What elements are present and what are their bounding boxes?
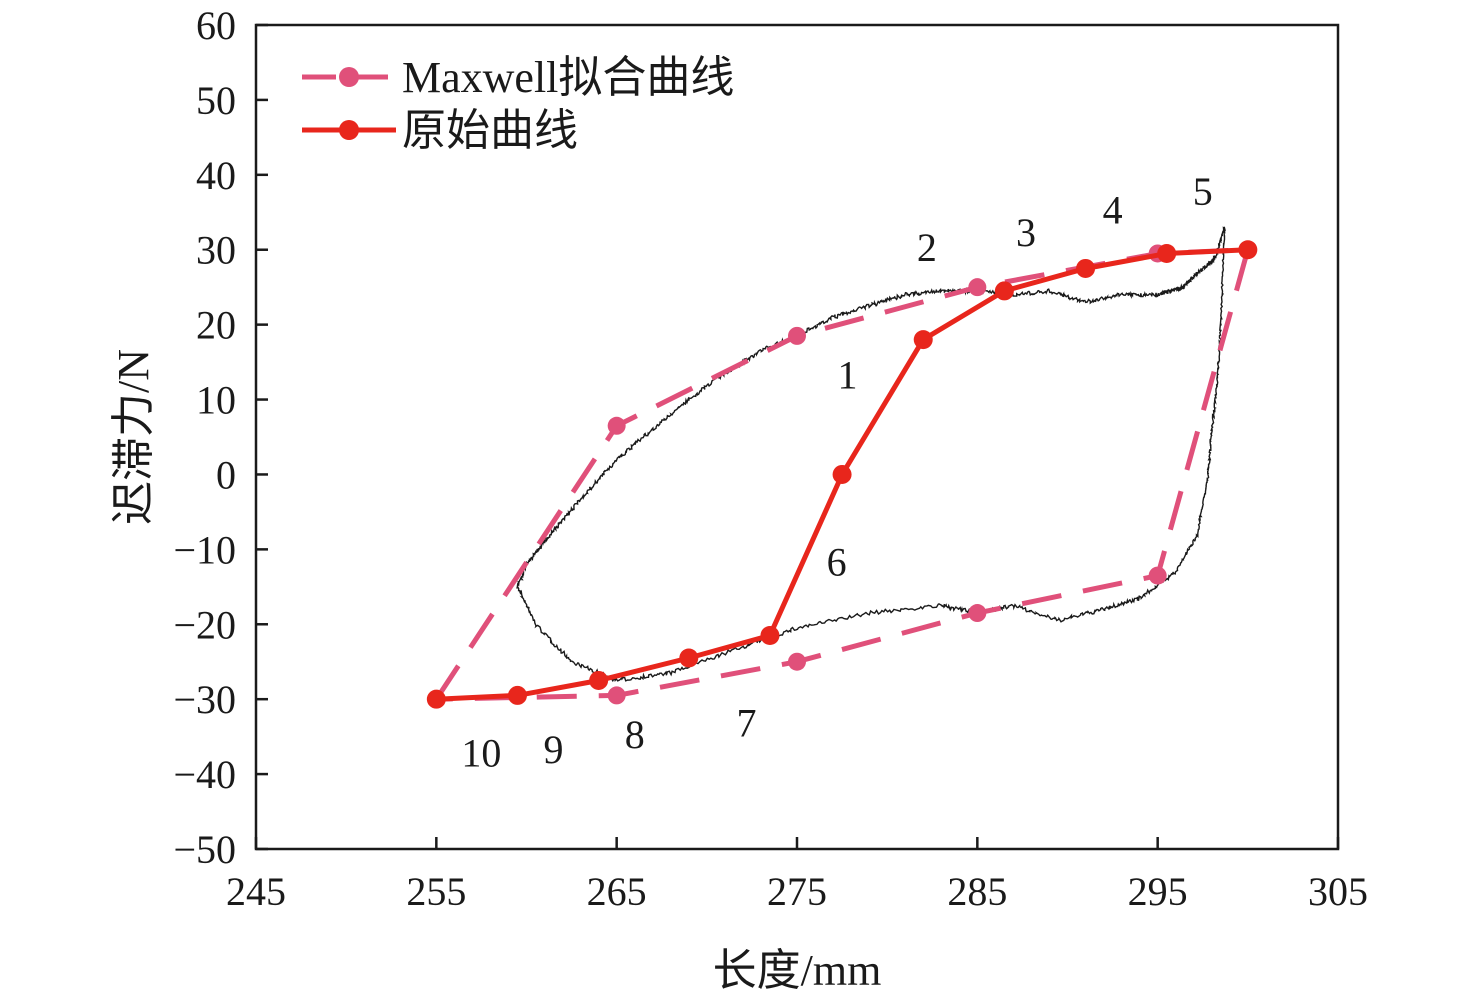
original-point [507,685,527,705]
point-number-label: 5 [1193,169,1213,214]
point-number-label: 3 [1016,210,1036,255]
x-tick-label: 255 [406,869,466,914]
axes: 245 255 265 275 285 295 305 −50−40−30−20−10010… [109,3,1368,995]
original-point [589,670,609,690]
point-number-label: 10 [461,731,501,776]
point-number-label: 1 [837,352,857,397]
maxwell-fit-line [434,247,1252,702]
y-tick-label: 30 [196,228,236,273]
legend-item-original: 原始曲线 [302,106,578,155]
maxwell-point [788,326,806,345]
y-tick-label: 20 [196,303,236,348]
maxwell-point [1148,566,1167,585]
y-tick-label: 40 [196,153,236,198]
point-number-label: 4 [1103,188,1123,233]
original-point [426,689,446,709]
series-layer [426,226,1258,709]
x-tick-label: 295 [1128,869,1188,914]
x-axis-title: 长度/mm [713,946,882,995]
point-number-label: 9 [544,727,564,772]
x-axis-ticks: 245 255 265 275 285 295 305 [226,837,1368,914]
y-tick-label: −30 [173,677,236,722]
original-point [994,281,1014,301]
y-tick-label: −50 [173,827,236,872]
point-number-label: 2 [917,225,937,270]
original-point [679,648,699,668]
original-point [1238,240,1258,260]
measured-loop-line [516,226,1227,683]
legend-item-maxwell: Maxwell拟合曲线 [302,53,734,102]
x-tick-label: 285 [947,869,1007,914]
point-number-label: 7 [737,701,757,746]
x-tick-label: 265 [587,869,647,914]
y-tick-label: 50 [196,78,236,123]
y-tick-label: −10 [173,527,236,572]
legend-label-maxwell: Maxwell拟合曲线 [402,53,734,102]
maxwell-point [607,416,626,435]
y-tick-label: 10 [196,378,236,423]
x-tick-label: 305 [1308,869,1368,914]
y-axis-ticks: −50 −40 −30 −20 −10 0 10 20 30 40 50 60 [173,3,268,872]
maxwell-point [968,604,987,623]
x-tick-label: 245 [226,869,286,914]
maxwell-point [607,686,626,705]
annotations: 1 2 3 4 5 6 7 8 9 10 [461,169,1212,776]
legend-marker-maxwell [339,67,359,87]
y-tick-label: −20 [173,602,236,647]
original-point [832,464,852,484]
maxwell-point [788,652,806,671]
legend: Maxwell拟合曲线 原始曲线 [302,53,734,155]
x-tick-label: 275 [767,869,827,914]
legend-marker-original [339,120,359,140]
y-tick-label: 0 [216,452,236,497]
point-number-label: 6 [827,540,847,585]
y-tick-label: 60 [196,3,236,48]
maxwell-point [968,278,987,297]
original-point [1157,243,1177,263]
original-point [913,330,933,350]
point-number-label: 8 [625,712,645,757]
legend-label-original: 原始曲线 [402,106,578,155]
original-point [1076,258,1096,278]
y-axis-title: 迟滞力/N [109,349,158,525]
original-point [760,626,780,646]
y-tick-label: −40 [173,752,236,797]
